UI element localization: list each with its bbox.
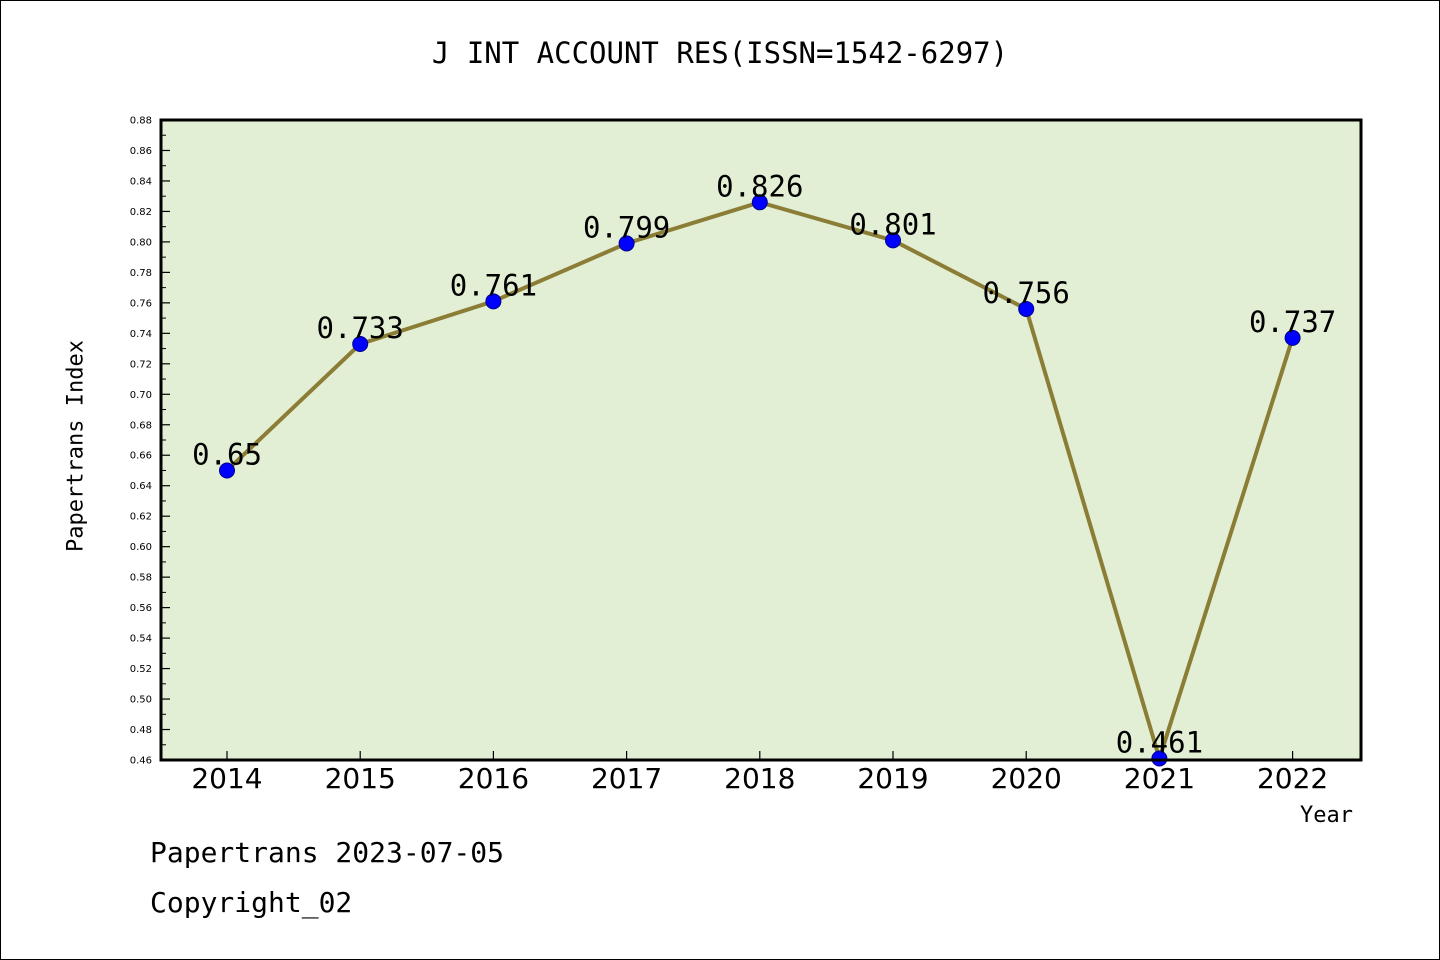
- plot-border: [159, 118, 1363, 762]
- x-tick-label: 2017: [591, 762, 662, 795]
- y-tick-label: 0.48: [130, 725, 152, 736]
- y-tick-label: 0.78: [130, 268, 152, 279]
- data-point: [352, 336, 369, 352]
- x-tick-label: 2021: [1124, 762, 1195, 795]
- y-tick-label: 0.74: [130, 329, 152, 340]
- footer-copyright: Copyright_02: [150, 886, 353, 919]
- y-tick-label: 0.58: [130, 573, 152, 584]
- data-label: 0.761: [450, 268, 537, 302]
- data-label: 0.65: [192, 437, 262, 471]
- x-tick-label: 2022: [1257, 762, 1328, 795]
- y-tick-label: 0.80: [130, 237, 152, 248]
- x-tick-label: 2020: [991, 762, 1062, 795]
- x-tick-label: 2015: [325, 762, 396, 795]
- chart-title: J INT ACCOUNT RES(ISSN=1542-6297): [431, 36, 1009, 70]
- y-tick-label: 0.82: [130, 207, 152, 218]
- plot-area: [161, 120, 1361, 760]
- y-tick-label: 0.52: [130, 664, 152, 675]
- data-label: 0.756: [983, 276, 1070, 310]
- data-point: [1018, 300, 1035, 317]
- series-markers: [219, 194, 1301, 767]
- data-point: [618, 235, 635, 252]
- data-label: 0.733: [317, 311, 404, 345]
- data-point: [885, 232, 901, 249]
- x-axis-label: Year: [1300, 803, 1353, 828]
- y-tick-label: 0.76: [130, 298, 152, 309]
- x-tick-label: 2014: [191, 762, 262, 795]
- y-axis-ticks: 0.46 0.48 0.50 0.52 0.54 0.56 0.58 0.60 0.62 0.64…: [130, 116, 170, 767]
- data-label: 0.461: [1116, 725, 1203, 759]
- y-tick-label: 0.70: [130, 390, 152, 401]
- y-tick-label: 0.84: [130, 176, 152, 187]
- y-tick-label: 0.64: [130, 481, 152, 492]
- data-point: [219, 462, 235, 479]
- data-label: 0.801: [849, 207, 936, 241]
- y-tick-label: 0.50: [130, 695, 152, 706]
- x-axis-ticks: 2014 2015 2016 2017 2018 2019 2020 2021 2022: [191, 751, 1328, 795]
- x-tick-label: 2018: [724, 762, 795, 795]
- x-tick-label: 2019: [857, 762, 928, 795]
- data-label: 0.737: [1249, 305, 1336, 339]
- y-tick-label: 0.86: [130, 146, 152, 157]
- data-label: 0.799: [583, 210, 670, 244]
- footer-date: Papertrans 2023-07-05: [150, 836, 505, 869]
- y-tick-label: 0.88: [130, 116, 152, 127]
- y-tick-label: 0.68: [130, 420, 152, 431]
- y-tick-label: 0.56: [130, 603, 152, 614]
- data-point: [485, 293, 502, 310]
- data-label: 0.826: [716, 169, 803, 203]
- data-point: [1151, 750, 1168, 767]
- y-tick-label: 0.72: [130, 359, 152, 370]
- data-point: [751, 194, 768, 211]
- y-tick-label: 0.60: [130, 542, 152, 553]
- data-labels: 0.65 0.733 0.761 0.799 0.826 0.801 0.756 0.461 0…: [192, 169, 1336, 759]
- y-tick-label: 0.62: [130, 512, 152, 523]
- y-tick-label: 0.46: [130, 756, 152, 767]
- data-point: [1284, 329, 1301, 346]
- y-tick-label: 0.54: [130, 634, 152, 645]
- x-tick-label: 2016: [458, 762, 529, 795]
- y-tick-label: 0.66: [130, 451, 152, 462]
